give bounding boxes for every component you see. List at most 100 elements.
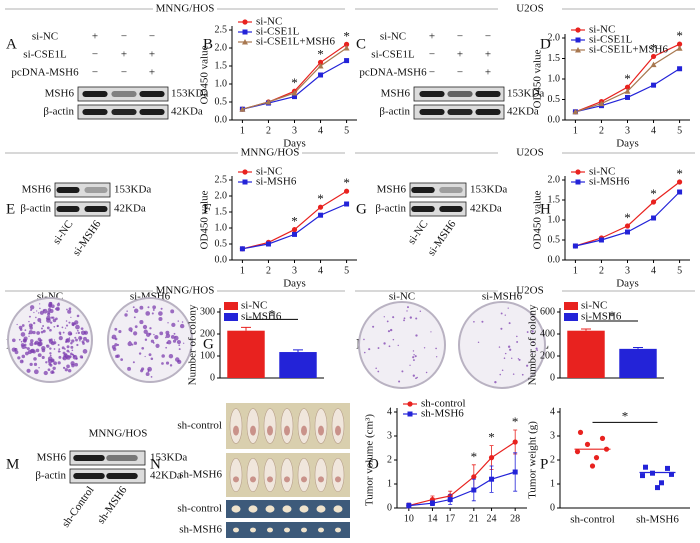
x-tick-label: 4 (318, 125, 323, 136)
colony (49, 352, 52, 355)
colony (47, 310, 51, 314)
marker (239, 106, 246, 112)
colony (84, 331, 87, 334)
mouse (229, 457, 243, 493)
colony (494, 380, 497, 384)
y-tick-label: 300 (200, 306, 215, 317)
colony (26, 347, 30, 351)
colony (363, 351, 366, 354)
colony (33, 342, 37, 345)
tumor-site (301, 476, 307, 483)
dish (107, 297, 193, 383)
protein-label: β-actin (375, 203, 406, 215)
colony (481, 320, 484, 323)
legend-marker (575, 37, 581, 43)
marker (265, 241, 271, 247)
x-tick-label: 4 (318, 265, 323, 276)
colony (65, 338, 71, 343)
legend-marker (575, 27, 581, 33)
marker (265, 99, 272, 105)
mouse (297, 457, 311, 493)
significance-mark: * (512, 414, 519, 429)
panel-letter: G (356, 201, 367, 217)
colony (503, 357, 506, 359)
panel-letter: O (368, 456, 379, 472)
y-tick-label: 1.5 (215, 60, 228, 71)
colony (412, 356, 415, 359)
colony (419, 310, 422, 313)
colony (535, 347, 538, 350)
colony (128, 327, 133, 332)
colony (363, 338, 365, 341)
colony (372, 325, 375, 328)
colony (516, 335, 518, 338)
colony (14, 350, 19, 355)
legend-label: si-NC (589, 24, 615, 36)
marker (489, 476, 495, 482)
marker (659, 480, 664, 486)
colony (133, 341, 138, 345)
marker (655, 485, 660, 491)
colony (126, 310, 128, 312)
colony (178, 344, 181, 347)
size-label: 153KDa (171, 88, 208, 100)
colony (375, 367, 377, 370)
colony (171, 322, 176, 327)
colony (33, 362, 38, 366)
colony (49, 321, 53, 324)
colony (57, 344, 60, 346)
colony (151, 312, 154, 315)
y-tick-label: 0.5 (548, 94, 561, 105)
colony (507, 307, 509, 309)
protein-label: MSH6 (45, 88, 75, 100)
colony (37, 337, 42, 341)
colony (518, 358, 521, 361)
size-label: 153KDa (114, 184, 151, 196)
condition-mark: + (121, 49, 127, 61)
colony (62, 366, 66, 369)
colony (75, 324, 80, 330)
colony (150, 357, 154, 361)
protein-label: MSH6 (377, 184, 407, 196)
condition-mark: − (457, 67, 463, 79)
legend-marker (242, 169, 248, 175)
colony (59, 333, 62, 336)
colony (129, 340, 131, 343)
legend-swatch (224, 313, 238, 321)
section-header: MNNG/HOS (241, 147, 300, 159)
colony (39, 321, 42, 324)
colony (142, 324, 148, 330)
y-axis-label: OD450 value (532, 190, 544, 249)
colony (406, 310, 408, 312)
y-axis-label: Number of colony (527, 304, 539, 385)
colony (58, 336, 63, 341)
colony (507, 345, 511, 348)
colony (46, 315, 51, 321)
colony (65, 320, 68, 322)
colony (124, 313, 128, 317)
condition-mark: − (457, 31, 463, 43)
y-tick-label: 2 (387, 454, 392, 465)
y-tick-label: 1.0 (548, 214, 561, 225)
condition-label: si-CSE1L (23, 49, 67, 61)
marker (651, 82, 657, 88)
colony (473, 320, 475, 323)
colony (23, 343, 27, 347)
colony (526, 331, 529, 333)
significance-mark: * (343, 175, 350, 190)
colony (39, 340, 42, 342)
marker (343, 41, 350, 48)
colony (504, 314, 506, 316)
colony (18, 338, 21, 341)
tumor (267, 527, 273, 533)
tumor (284, 527, 290, 533)
marker (624, 88, 631, 94)
marker (677, 189, 683, 195)
colony (71, 354, 73, 356)
colony (115, 354, 119, 359)
legend-marker (407, 401, 413, 407)
colony (35, 316, 37, 319)
colony (71, 322, 75, 326)
colony (85, 339, 90, 343)
colony (477, 341, 480, 344)
